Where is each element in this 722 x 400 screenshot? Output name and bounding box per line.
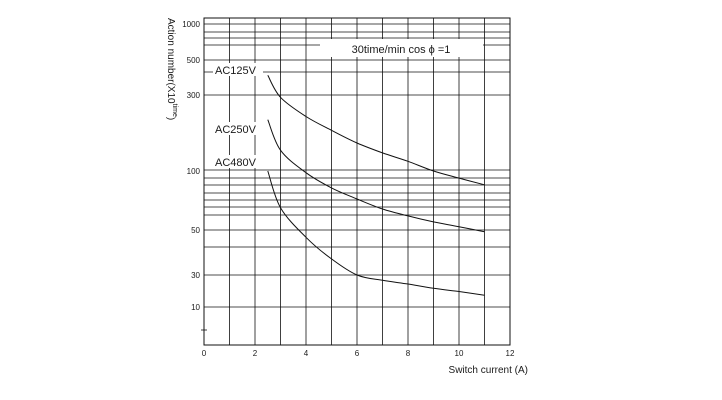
series-line bbox=[267, 119, 485, 233]
y-tick-label: 30 bbox=[191, 271, 200, 280]
x-tick-label: 8 bbox=[406, 349, 411, 358]
series-label: AC250V bbox=[215, 124, 257, 136]
tick-labels: 0 2 4 6 8 10 12 1000 500 300 100 50 30 10 bbox=[182, 20, 515, 358]
series-label: AC125V bbox=[215, 65, 257, 77]
y-axis-label-close: ) bbox=[165, 117, 176, 120]
x-tick-label: 4 bbox=[304, 349, 309, 358]
chart-title: 30time/min cos ϕ =1 bbox=[352, 44, 451, 56]
series-label-bg bbox=[213, 122, 263, 135]
series-curves bbox=[267, 75, 485, 296]
series-line bbox=[267, 75, 485, 186]
y-axis-label-main: Action number(X10 bbox=[165, 18, 176, 104]
series-label-bg bbox=[213, 155, 263, 168]
series-labels: AC125V AC250V AC480V bbox=[213, 63, 263, 169]
x-tick-label: 10 bbox=[455, 349, 464, 358]
y-axis-label-superscript: time bbox=[171, 104, 178, 117]
y-tick-label: 10 bbox=[191, 303, 200, 312]
series-label-bg bbox=[213, 63, 263, 76]
x-axis-label: Switch current (A) bbox=[449, 365, 528, 376]
y-axis-label: Action number(X10time) bbox=[165, 18, 178, 120]
y-tick-label: 50 bbox=[191, 226, 200, 235]
x-tick-label: 2 bbox=[253, 349, 258, 358]
svg-text:Action number(X10time): Action number(X10time) bbox=[165, 18, 178, 120]
series-label: AC480V bbox=[215, 157, 257, 169]
x-tick-label: 12 bbox=[506, 349, 515, 358]
x-tick-label: 6 bbox=[355, 349, 360, 358]
y-tick-label: 300 bbox=[187, 91, 201, 100]
x-tick-label: 0 bbox=[202, 349, 207, 358]
y-tick-label: 100 bbox=[187, 167, 201, 176]
y-tick-label: 1000 bbox=[182, 20, 200, 29]
y-tick-label: 500 bbox=[187, 56, 201, 65]
series-line bbox=[267, 170, 485, 296]
title-box bbox=[320, 39, 483, 57]
